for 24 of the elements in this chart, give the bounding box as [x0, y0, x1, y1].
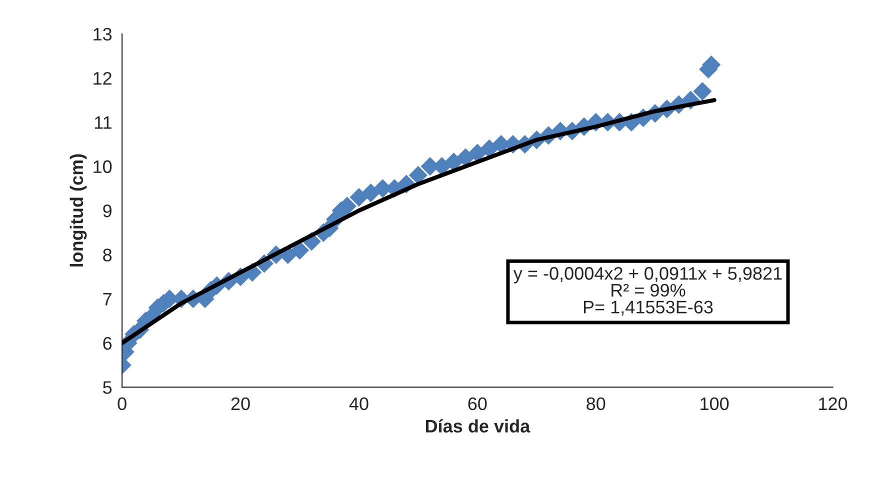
x-axis-title: Días de vida — [426, 419, 530, 433]
y-tick-label: 13 — [94, 28, 112, 41]
y-tick-label: 12 — [94, 72, 112, 85]
point — [408, 166, 428, 185]
y-tick-label: 11 — [94, 116, 112, 129]
y-axis-title: longitud (cm) — [70, 154, 87, 266]
x-tick-label: 80 — [586, 397, 606, 410]
x-tick-label: 120 — [819, 397, 848, 410]
y-tick-label: 5 — [103, 381, 112, 394]
x-tick-label: 40 — [349, 397, 368, 410]
point — [362, 184, 380, 202]
annotation: y = -0,0004x2 + 0,0911x + 5,9821 R² = 99% P= 1,41553E-63 — [513, 267, 782, 316]
y-tick-label: 10 — [94, 160, 112, 174]
y-tick-label: 9 — [103, 204, 112, 218]
point — [693, 82, 712, 101]
x-tick-label: 0 — [118, 397, 126, 410]
x-tick-label: 100 — [700, 397, 729, 410]
point — [350, 188, 368, 207]
x-tick-label: 60 — [468, 397, 487, 410]
x-tick-label: 20 — [231, 397, 250, 410]
y-tick-label: 8 — [103, 248, 112, 262]
y-tick-label: 7 — [103, 292, 112, 306]
y-tick-label: 6 — [103, 336, 112, 350]
point — [290, 240, 310, 260]
